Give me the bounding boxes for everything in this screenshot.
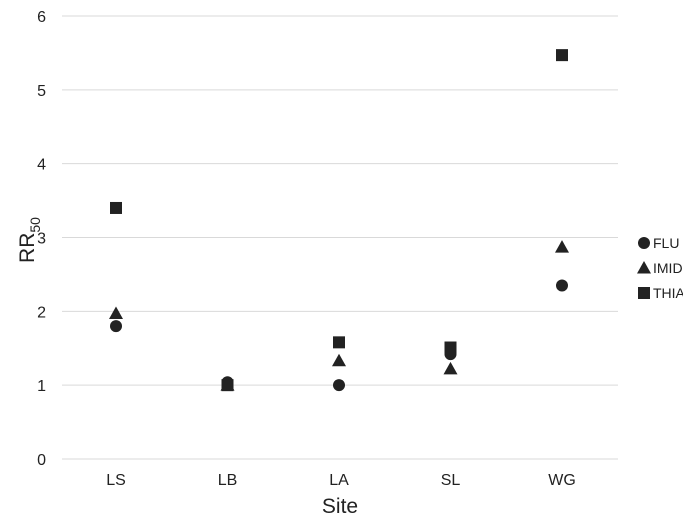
legend-marker-flu xyxy=(638,237,650,249)
legend-label: FLU xyxy=(653,235,679,251)
point-flu-ls xyxy=(110,320,122,333)
legend: FLU IMID THIA xyxy=(637,235,683,301)
x-tick-label: LS xyxy=(106,472,126,489)
x-tick-label: LA xyxy=(329,472,349,489)
y-axis-title-subscript: 50 xyxy=(27,217,43,233)
x-tick-label: LB xyxy=(218,472,238,489)
point-flu-wg xyxy=(556,279,568,292)
point-thia-wg xyxy=(556,49,568,62)
y-axis-title-main: RR xyxy=(16,233,39,263)
x-axis-title: Site xyxy=(322,495,358,514)
y-tick-label: 2 xyxy=(37,304,46,321)
legend-marker-imid xyxy=(637,261,651,274)
point-thia-ls xyxy=(110,201,122,214)
point-thia-lb xyxy=(221,379,234,392)
point-imid-sl xyxy=(443,361,458,375)
legend-label: IMID xyxy=(653,260,683,276)
y-axis-title: RR50 xyxy=(16,217,43,263)
point-imid-ls xyxy=(109,306,123,320)
data-points xyxy=(109,49,569,392)
point-thia-sl xyxy=(444,341,457,354)
point-thia-la xyxy=(333,336,345,349)
y-axis-ticks: 0 1 2 3 4 5 6 xyxy=(37,9,46,469)
x-axis-ticks: LS LB LA SL WG xyxy=(106,472,576,489)
x-tick-label: WG xyxy=(548,472,576,489)
y-tick-label: 0 xyxy=(37,452,46,469)
legend-marker-thia xyxy=(638,287,650,299)
y-tick-label: 4 xyxy=(37,157,46,174)
point-flu-la xyxy=(333,379,345,392)
y-tick-label: 6 xyxy=(37,9,46,26)
x-tick-label: SL xyxy=(441,472,461,489)
y-tick-label: 1 xyxy=(37,378,46,395)
grid-lines xyxy=(62,15,618,460)
point-imid-la xyxy=(332,353,346,367)
point-imid-wg xyxy=(555,240,569,253)
y-tick-label: 3 xyxy=(37,231,46,248)
legend-label: THIA xyxy=(653,285,683,301)
y-tick-label: 5 xyxy=(37,83,46,100)
